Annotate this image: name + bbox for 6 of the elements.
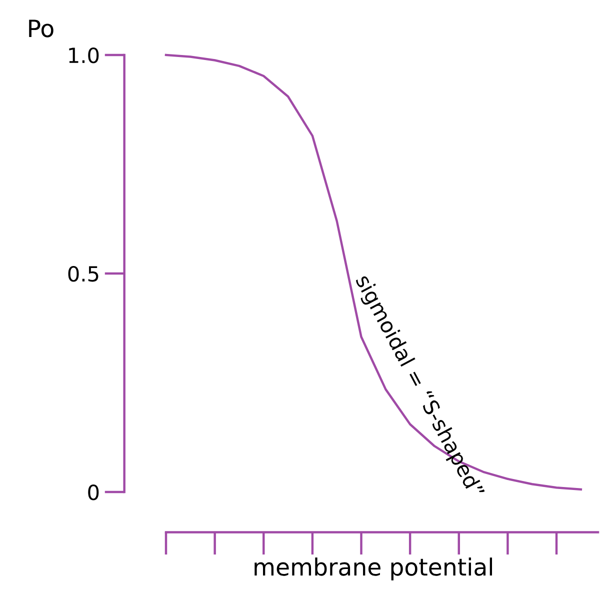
y-tick-label: 0.5 — [68, 266, 98, 282]
y-axis-title: Po — [29, 20, 54, 38]
y-tick-label: 1.0 — [69, 47, 99, 64]
line-series — [164, 54, 582, 490]
x-axis-title: membrane potential — [254, 558, 492, 580]
y-tick-label: 0 — [88, 484, 99, 500]
